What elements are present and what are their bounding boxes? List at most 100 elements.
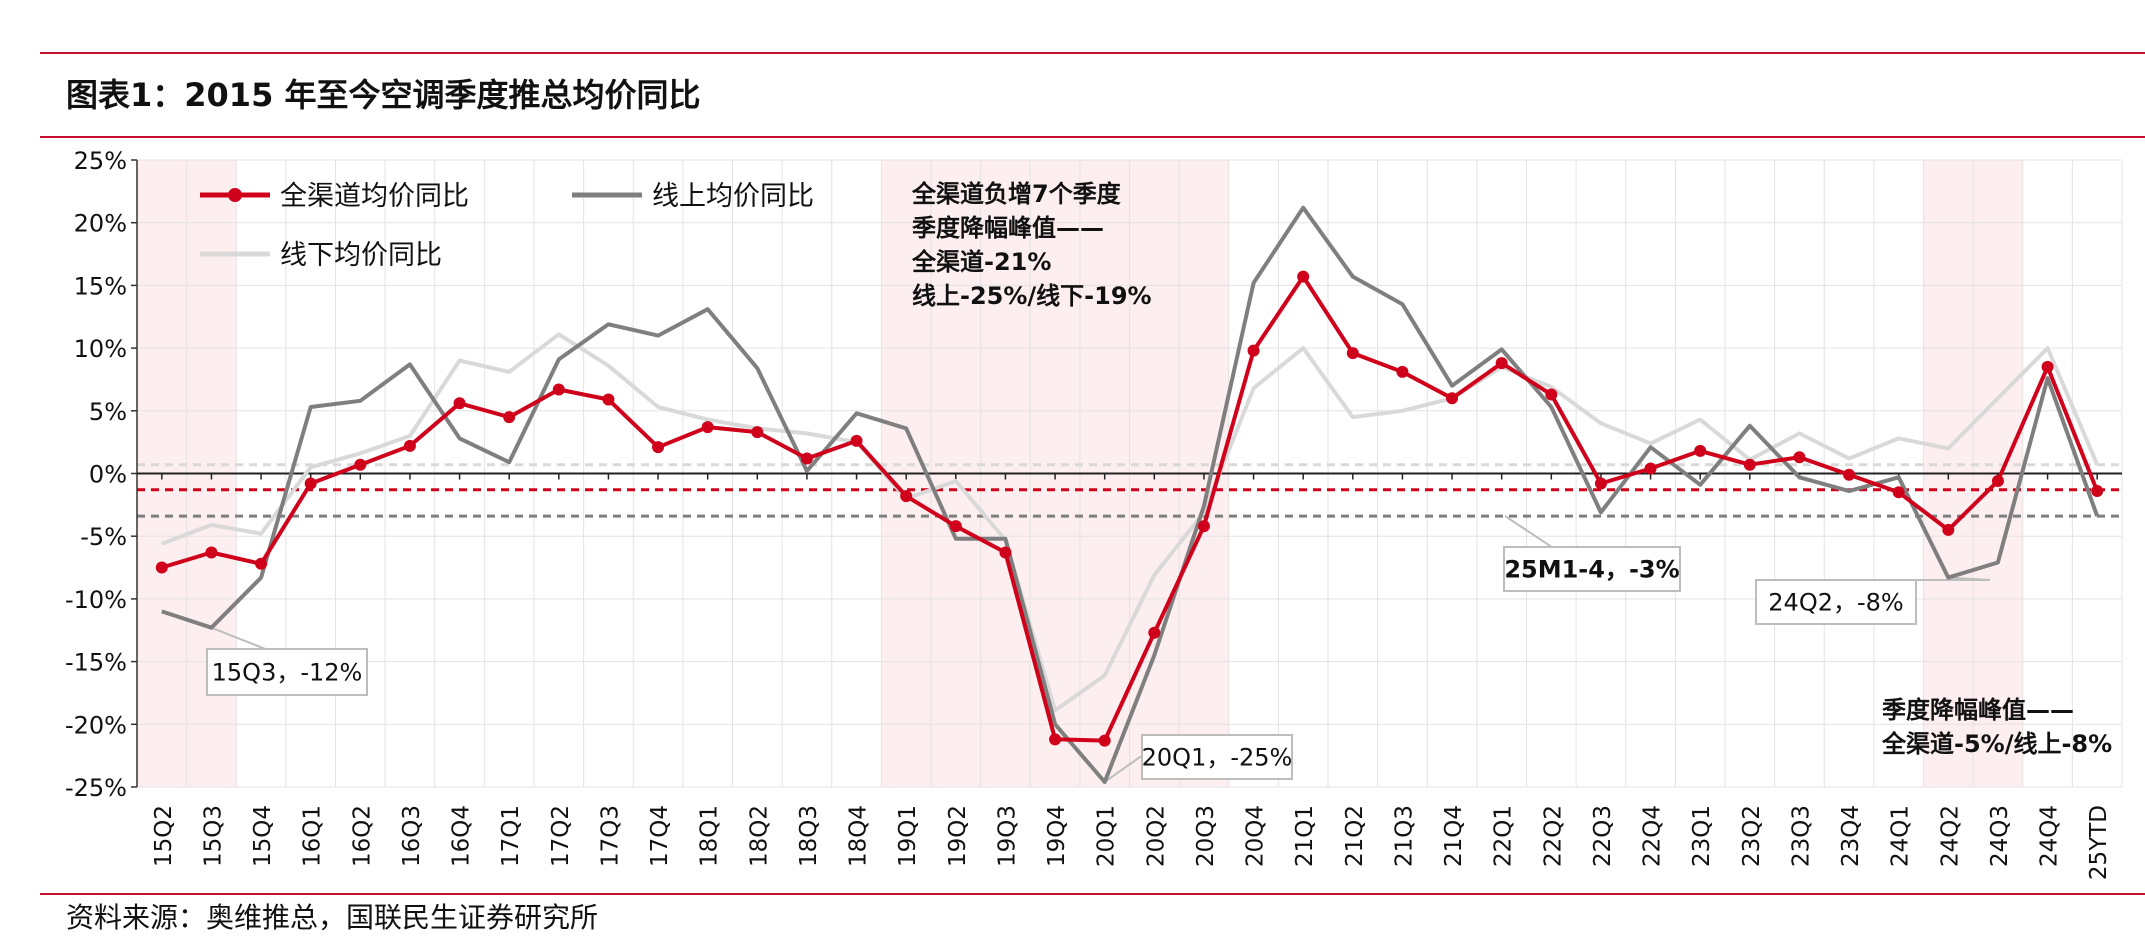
series-line-0 — [161, 274, 2100, 743]
x-tick-label: 24Q3 — [1987, 805, 2013, 867]
y-tick-label: -15% — [65, 649, 127, 677]
y-tick-label: -5% — [80, 523, 127, 551]
x-tick-label: 20Q2 — [1143, 805, 1169, 867]
data-point — [1892, 486, 1905, 499]
data-point — [1843, 468, 1856, 481]
annotation-label-a1: 15Q3，-12% — [212, 659, 363, 687]
x-tick-label: 25YTD — [2086, 805, 2112, 880]
x-tick-label: 24Q2 — [1937, 805, 1963, 867]
data-point — [1495, 357, 1508, 370]
y-tick-label: 5% — [89, 398, 127, 426]
data-point — [1346, 347, 1359, 360]
annotation-label-a2: 20Q1，-25% — [1142, 744, 1293, 772]
y-tick-label: -20% — [65, 711, 127, 739]
data-point — [1098, 734, 1111, 747]
data-point — [701, 421, 714, 434]
x-tick-label: 17Q1 — [498, 805, 524, 867]
annotation-label-a3: 25M1-4，-3% — [1504, 556, 1679, 584]
x-tick-label: 20Q3 — [1193, 805, 1219, 867]
x-tick-label: 16Q3 — [399, 805, 425, 867]
x-tick-label: 15Q2 — [151, 805, 177, 867]
note-n2-line-0: 季度降幅峰值—— — [1882, 696, 2074, 724]
x-tick-label: 15Q3 — [200, 805, 226, 867]
x-tick-label: 24Q1 — [1888, 805, 1914, 867]
annotation-box-a2 — [1141, 734, 1293, 780]
data-point — [1793, 451, 1806, 464]
data-point — [1396, 365, 1409, 378]
x-tick-label: 17Q2 — [548, 805, 574, 867]
data-point — [1148, 626, 1161, 639]
axes: -25% -20% -15% -10% -5% 0% 5% 10% 15% 20% 25% 15Q2 1… — [65, 147, 2122, 880]
x-tick-label: 23Q4 — [1838, 805, 1864, 867]
data-point — [155, 561, 168, 574]
x-tick-label: 21Q3 — [1391, 805, 1417, 867]
note-n1-line-1: 季度降幅峰值—— — [912, 214, 1104, 242]
legend-label-2: 线下均价同比 — [280, 240, 442, 271]
data-point — [1644, 462, 1657, 475]
x-tick-label: 17Q3 — [597, 805, 623, 867]
y-tick-label: 20% — [74, 210, 127, 238]
x-tick-label: 22Q3 — [1590, 805, 1616, 867]
annotation-label-a4: 24Q2，-8% — [1768, 589, 1903, 617]
y-tick-label: -25% — [65, 774, 127, 802]
x-tick-label: 17Q4 — [647, 805, 673, 867]
x-tick-label: 24Q4 — [2037, 805, 2063, 867]
series-line-2 — [161, 332, 2100, 713]
note-n2-line-1: 全渠道-5%/线上-8% — [1881, 730, 2112, 758]
legend-label-1: 线上均价同比 — [652, 181, 814, 212]
x-tick-label: 20Q1 — [1094, 805, 1120, 867]
x-tick-label: 23Q3 — [1788, 805, 1814, 867]
data-point — [1197, 520, 1210, 533]
leader-a4 — [1915, 576, 1991, 581]
data-point — [304, 477, 317, 490]
y-tick-label: 0% — [89, 461, 127, 489]
x-tick-label: 18Q4 — [846, 805, 872, 867]
data-point — [354, 458, 367, 471]
x-tick-label: 19Q4 — [1044, 805, 1070, 867]
data-point — [1297, 270, 1310, 283]
data-point — [205, 546, 218, 559]
x-tick-label: 21Q4 — [1441, 805, 1467, 867]
series-line-1 — [161, 205, 2100, 784]
page-title: 图表1：2015 年至今空调季度推总均价同比 — [66, 76, 701, 114]
data-point — [900, 490, 913, 503]
data-point — [602, 393, 615, 406]
data-point — [652, 441, 665, 454]
x-tick-label: 21Q2 — [1342, 805, 1368, 867]
data-point — [2091, 485, 2104, 498]
data-point — [1545, 388, 1558, 401]
x-tick-label: 16Q4 — [449, 805, 475, 867]
x-tick-label: 18Q2 — [746, 805, 772, 867]
top-rule — [40, 52, 2145, 54]
source-note: 资料来源：奥维推总，国联民生证券研究所 — [66, 901, 599, 934]
x-tick-label: 19Q3 — [994, 805, 1020, 867]
x-tick-label: 20Q4 — [1243, 805, 1269, 867]
data-point — [403, 439, 416, 452]
data-point — [453, 397, 466, 410]
data-point — [751, 426, 764, 439]
x-tick-label: 22Q4 — [1640, 805, 1666, 867]
reference-lines — [137, 463, 2122, 518]
data-point — [1942, 523, 1955, 536]
legend-label-0: 全渠道均价同比 — [280, 181, 469, 212]
y-tick-label: -10% — [65, 586, 127, 614]
data-point — [503, 411, 516, 424]
x-tick-label: 18Q1 — [697, 805, 723, 867]
x-tick-label: 19Q2 — [945, 805, 971, 867]
data-point — [800, 452, 813, 465]
data-point — [1694, 444, 1707, 457]
data-point — [2041, 360, 2054, 373]
note-n1-line-2: 全渠道-21% — [911, 248, 1051, 276]
annotation-box-a4 — [1755, 579, 1917, 625]
legend-marker — [228, 188, 242, 202]
x-tick-label: 18Q3 — [796, 805, 822, 867]
annotation-box-a1 — [206, 648, 368, 696]
note-n1-line-0: 全渠道负增7个季度 — [911, 180, 1122, 208]
x-tick-label: 19Q1 — [895, 805, 921, 867]
y-tick-label: 25% — [74, 147, 127, 175]
series — [155, 205, 2104, 784]
data-point — [552, 383, 565, 396]
x-tick-label: 22Q2 — [1540, 805, 1566, 867]
